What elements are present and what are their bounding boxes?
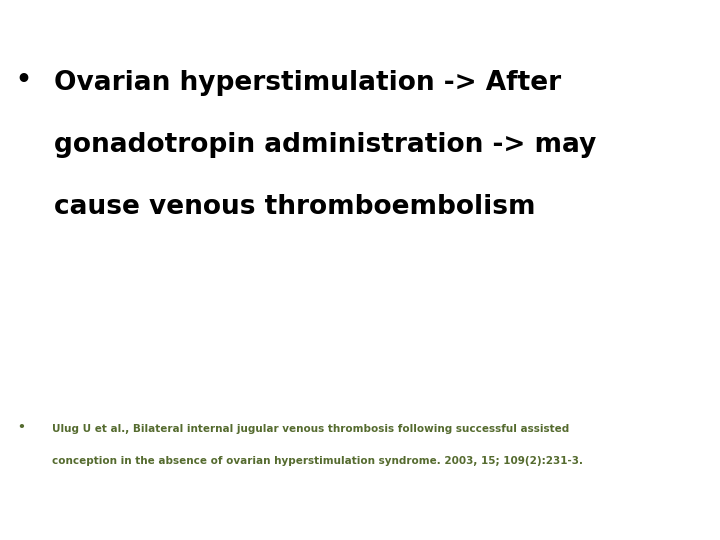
- Text: Ovarian hyperstimulation -> After: Ovarian hyperstimulation -> After: [54, 70, 561, 96]
- Text: •: •: [18, 421, 25, 434]
- Text: conception in the absence of ovarian hyperstimulation syndrome. 2003, 15; 109(2): conception in the absence of ovarian hyp…: [52, 456, 583, 467]
- Text: •: •: [16, 68, 32, 91]
- Text: cause venous thromboembolism: cause venous thromboembolism: [54, 194, 536, 220]
- Text: gonadotropin administration -> may: gonadotropin administration -> may: [54, 132, 596, 158]
- Text: Ulug U et al., Bilateral internal jugular venous thrombosis following successful: Ulug U et al., Bilateral internal jugula…: [52, 424, 569, 434]
